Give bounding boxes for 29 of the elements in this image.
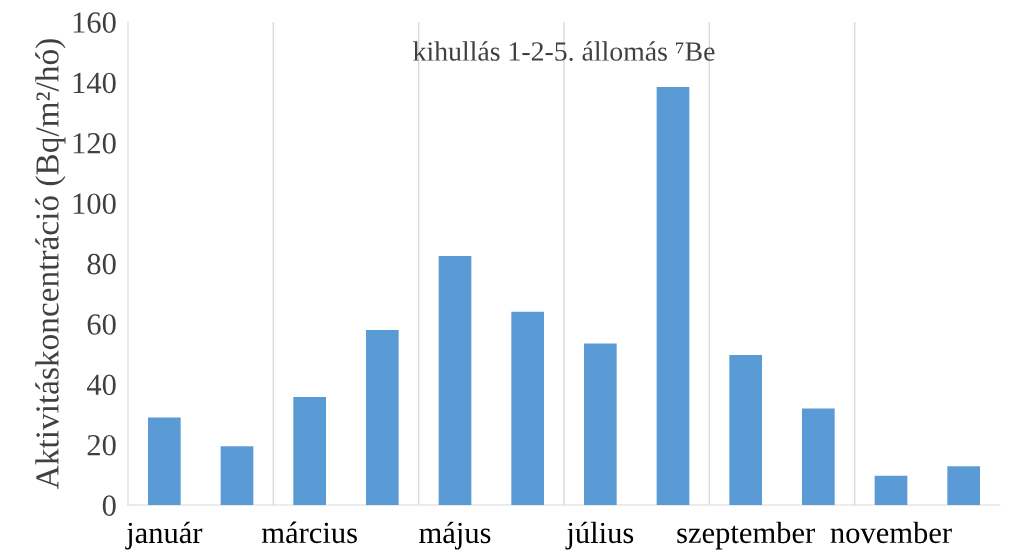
- y-tick-label: 100: [73, 193, 116, 215]
- y-tick-label: 160: [73, 12, 116, 33]
- x-tick-label: szeptember: [677, 521, 815, 550]
- text: kihullás 1-2-5. állomás ⁷Be: [413, 41, 715, 61]
- bar: [874, 475, 908, 505]
- y-tick-label: 80: [87, 253, 116, 275]
- y-tick-label: 0: [102, 495, 116, 516]
- bar: [147, 417, 181, 505]
- bar: [220, 446, 254, 505]
- x-tick-label: január: [125, 521, 203, 550]
- x-tick-label: március: [261, 521, 357, 544]
- y-tick-label: 40: [86, 374, 116, 396]
- bar: [438, 255, 472, 505]
- bar: [583, 343, 617, 505]
- bar: [293, 396, 327, 505]
- bar: [511, 311, 545, 505]
- bar: [729, 354, 763, 505]
- x-tick-label: július: [565, 521, 634, 550]
- x-tick-label: november: [830, 521, 952, 544]
- x-tick-label: május: [419, 521, 491, 550]
- bar: [365, 329, 399, 505]
- bar: [947, 466, 981, 505]
- y-tick-label: 120: [73, 133, 116, 154]
- y-tick-label: 60: [87, 314, 116, 335]
- bar: [656, 86, 690, 505]
- y-tick-label: 20: [87, 434, 116, 456]
- y-axis-title: Aktivitáskoncentráció (Bq/m²/hó): [35, 39, 66, 489]
- y-tick-label: 140: [73, 72, 116, 94]
- bar: [801, 408, 835, 505]
